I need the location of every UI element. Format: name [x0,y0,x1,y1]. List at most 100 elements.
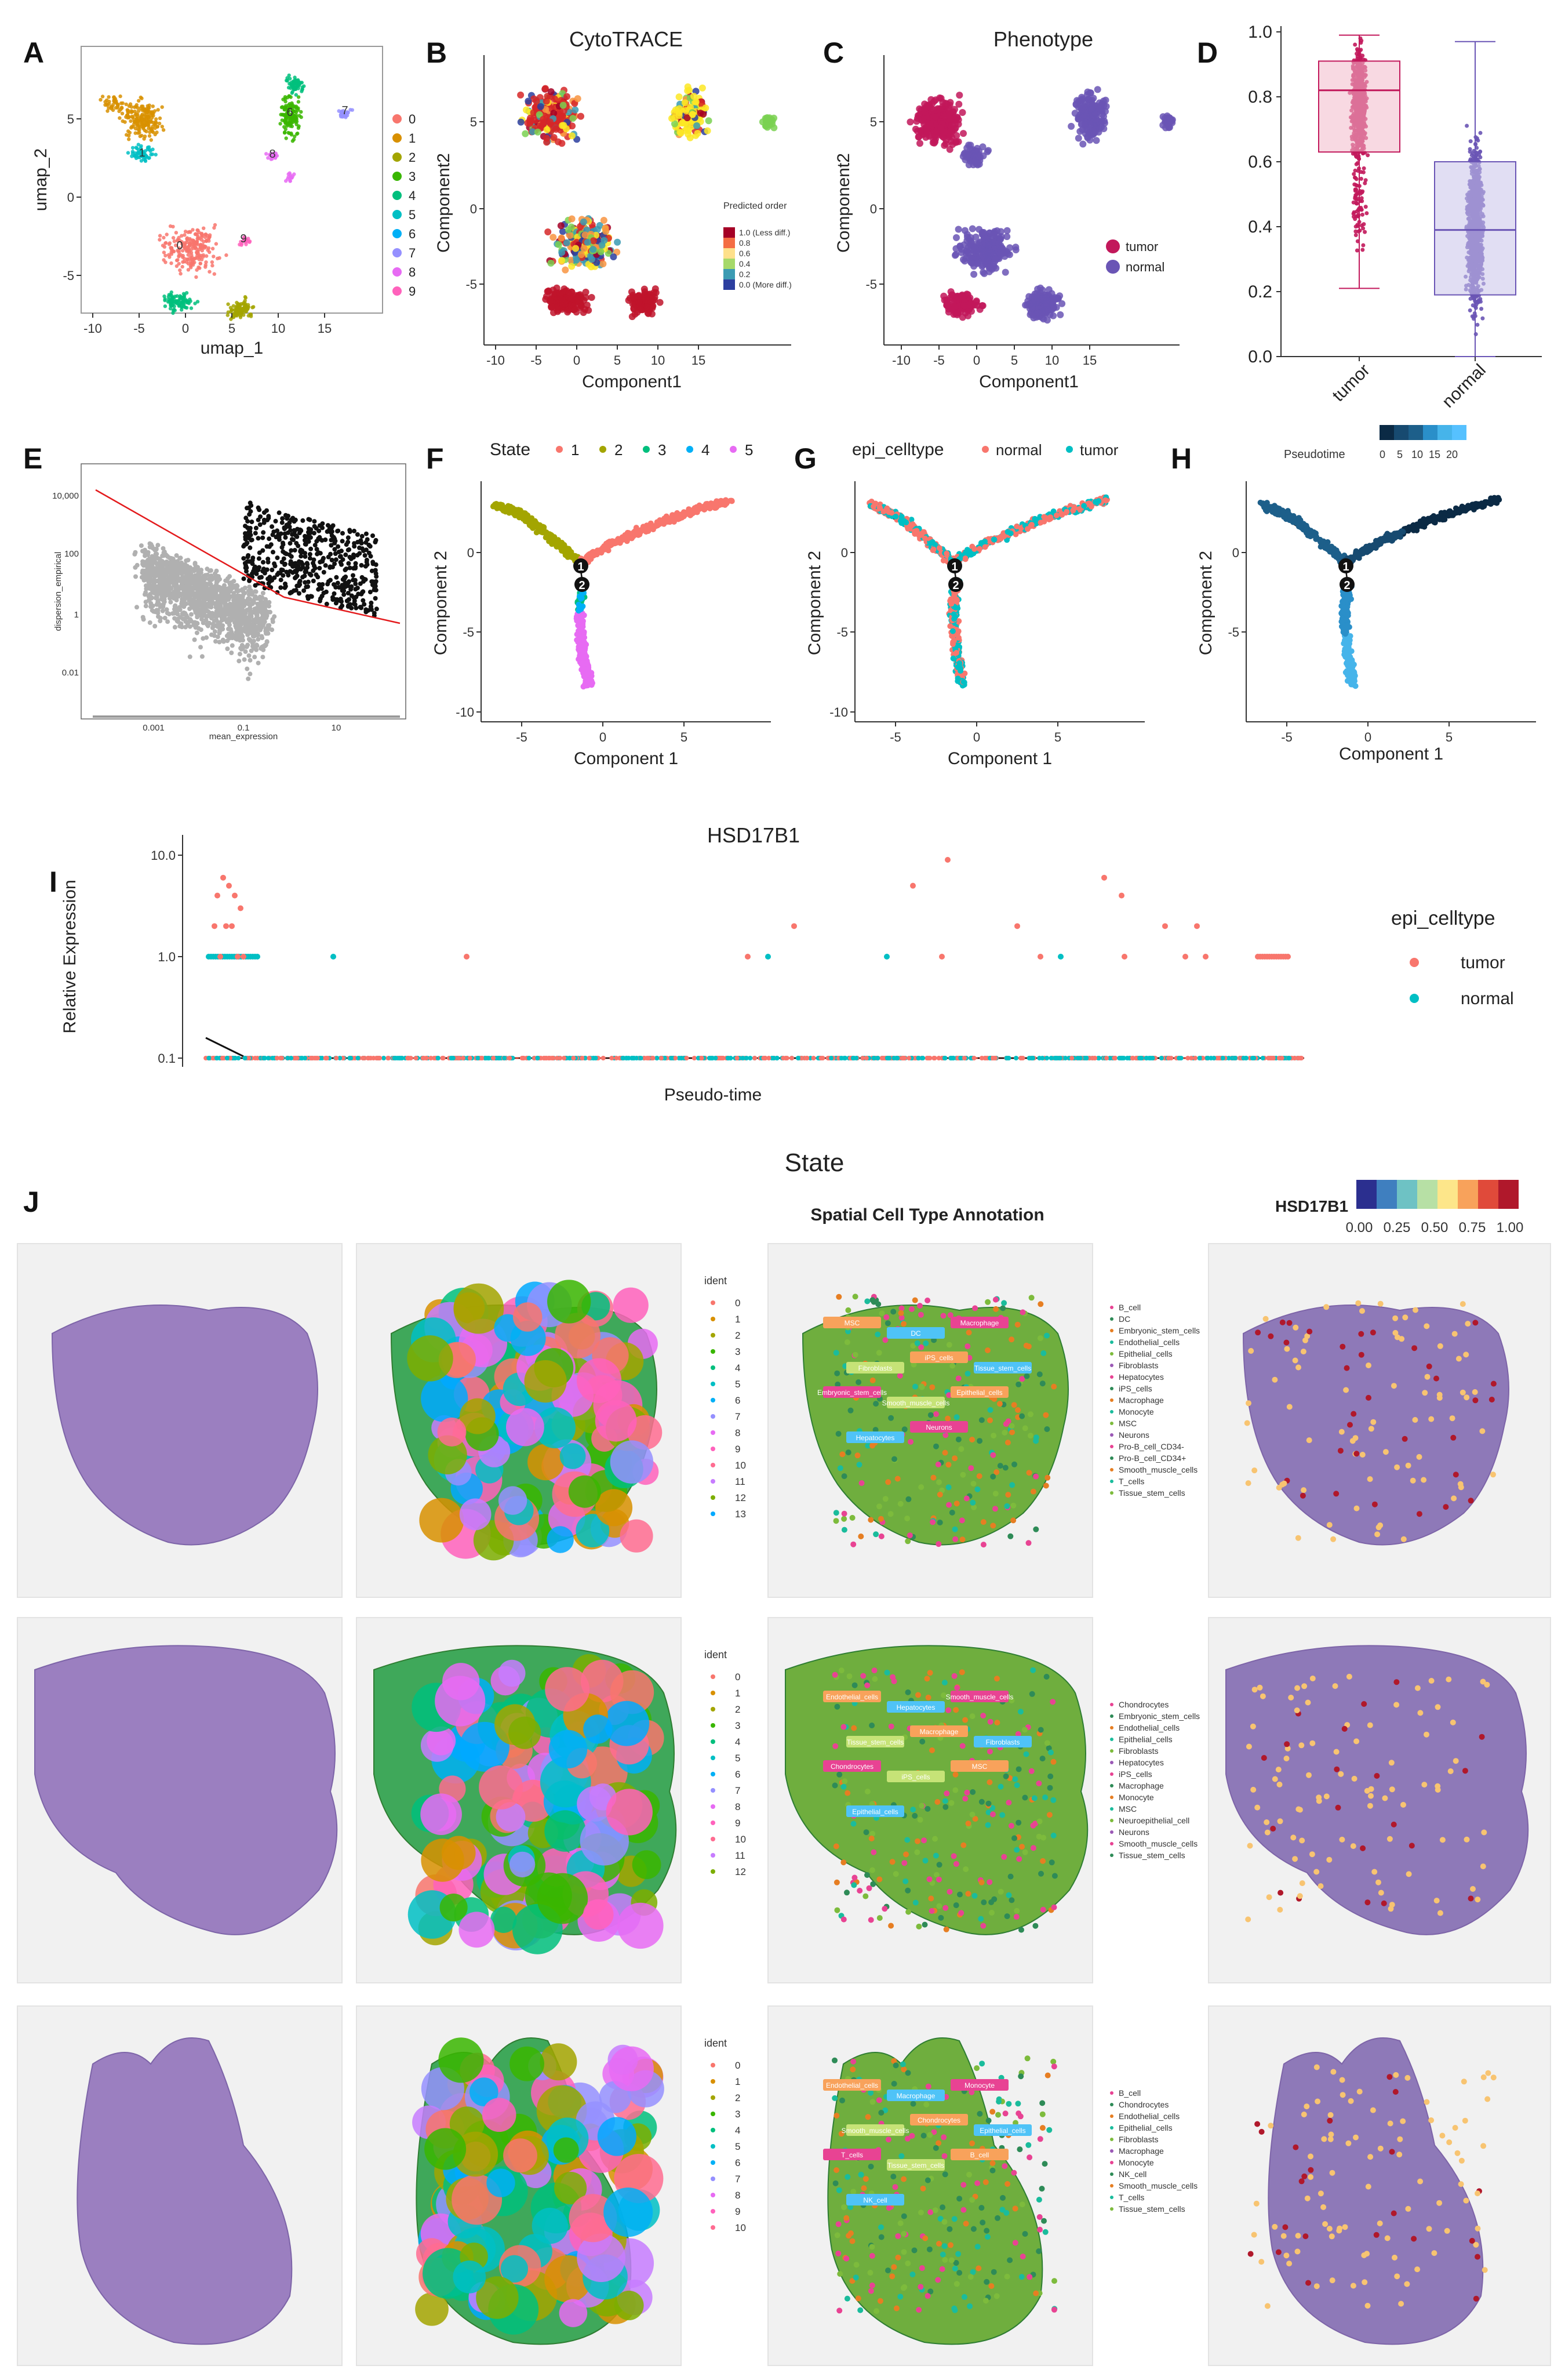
jitter-point [1361,226,1366,231]
legend-label: 2 [409,150,416,165]
phenotype-cell [915,133,923,140]
umap-cell [139,95,143,100]
umap-cell [184,245,189,249]
umap-cell [148,130,152,135]
umap-cell [203,235,208,239]
umap-cell [284,179,288,183]
umap-cell [154,121,158,125]
phenotype-cell [1042,294,1050,301]
phenotype-cell [980,268,987,276]
gene-point [230,643,235,648]
cytotrace-cell [568,263,576,270]
cytotrace-cell [569,115,577,122]
umap-cell [158,238,162,242]
phenotype-cell [936,105,943,112]
umap-cell [288,115,292,119]
phenotype-cell [1166,114,1173,122]
cytotrace-cell [610,253,617,260]
umap-cell [188,242,192,246]
phenotype-cell [988,249,995,256]
colorbar-label: 0.4 [739,259,751,268]
cytotrace-cell [697,110,704,117]
phenotype-cell [1089,101,1096,108]
jitter-point [1468,157,1473,162]
cytotrace-cell [573,308,580,316]
umap-cell [126,129,130,133]
umap-cell [190,253,194,257]
umap-cell [210,246,215,250]
phenotype-cell [958,292,966,300]
umap-cell [174,264,179,268]
cytotrace-cell [614,238,621,246]
legend-swatch [392,210,402,219]
panel-c-ytick-label: 0 [870,202,877,216]
umap-cell [120,106,124,110]
umap-cell [151,130,155,135]
jitter-point [1361,243,1366,248]
panel-c-ytick-label: 5 [870,115,877,129]
panel-b-title: CytoTRACE [569,27,683,51]
legend-swatch [1106,260,1120,274]
umap-cell [225,313,230,317]
phenotype-cell [986,229,993,237]
umap-cell [185,240,189,245]
phenotype-cell [1003,227,1011,234]
cytotrace-cell [559,101,567,109]
cytotrace-cell [557,222,565,230]
jitter-point [1473,332,1478,336]
umap-cell [290,124,294,129]
umap-cell [169,261,173,266]
panel-label-b: B [426,37,447,69]
umap-cell [283,127,287,131]
umap-cell [293,135,297,139]
umap-cell [290,119,294,123]
umap-cell [280,112,285,117]
umap-cell [133,154,137,158]
colorbar-label: 0.6 [739,249,751,258]
umap-cell [171,311,175,315]
cytotrace-cell [763,123,771,131]
gene-point [225,646,230,651]
umap-cell [199,253,203,257]
panel-c-xtick-label: 0 [973,353,980,368]
phenotype-cell [1096,99,1103,107]
phenotype-cell [958,249,965,256]
colorbar-step [723,279,735,290]
phenotype-cell [925,101,933,108]
umap-cell [241,308,245,312]
umap-cell [185,236,190,240]
legend-swatch [392,229,402,238]
panel-label-d: D [1197,37,1218,69]
umap-cell [185,257,190,261]
phenotype-cell [969,225,976,232]
phenotype-cell [1090,130,1098,137]
umap-cell [292,117,296,121]
panel-a-points [99,73,354,321]
umap-cell [195,300,200,304]
jitter-point [1354,183,1359,187]
cytotrace-cell [763,114,771,121]
phenotype-cell [1078,105,1085,112]
umap-cell [130,154,134,158]
colorbar-step [723,227,735,238]
cytotrace-cell [540,119,548,126]
umap-cell [136,106,140,110]
umap-cell [210,260,214,264]
legend-label: 3 [409,169,416,184]
legend-swatch [392,267,402,277]
umap-cell [212,226,216,230]
umap-cell [186,268,191,272]
phenotype-cell [985,241,992,249]
phenotype-cell [953,114,961,121]
umap-cell [283,119,287,123]
legend-label: 9 [409,284,416,299]
umap-cell [293,120,298,124]
umap-cell [184,291,189,295]
phenotype-cell [1097,106,1105,114]
umap-cell [299,115,303,119]
umap-cell [99,97,103,102]
cytotrace-cell [568,132,576,140]
